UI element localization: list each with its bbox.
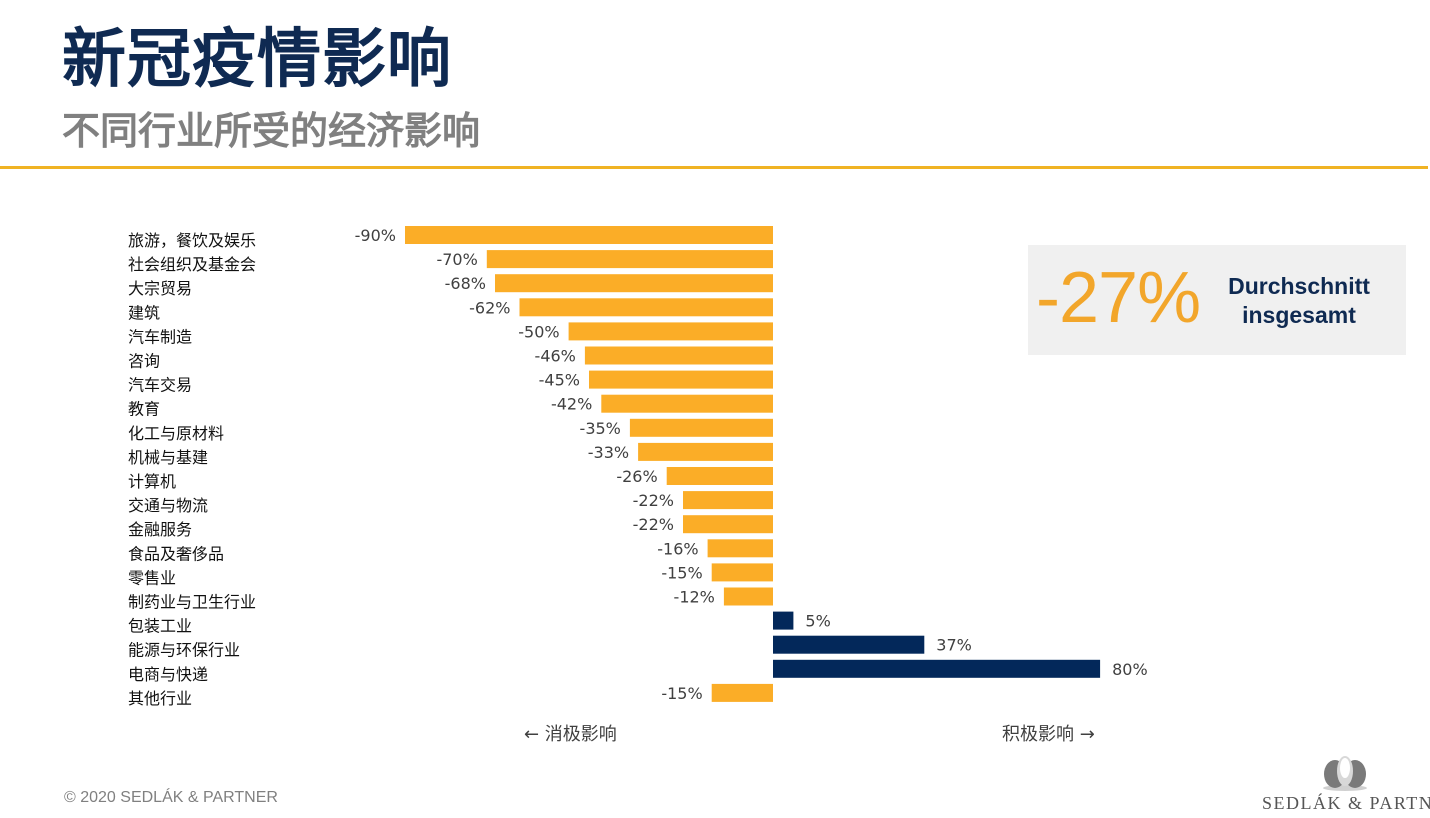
page-title: 新冠疫情影响 (62, 23, 452, 97)
bar-value-label-17: 37% (936, 636, 972, 655)
bar-1 (486, 250, 773, 269)
bar-value-label-10: -26% (616, 467, 657, 486)
company-logo-wordmark: SEDLÁK & PARTNER (1262, 793, 1430, 813)
bar-8 (629, 418, 773, 437)
average-impact-value: -27% (1036, 258, 1201, 338)
bar-5 (584, 346, 773, 365)
bar-value-label-7: -42% (551, 395, 592, 414)
bar-9 (638, 442, 773, 461)
bar-value-label-18: 80% (1112, 660, 1148, 679)
bar-4 (568, 322, 773, 341)
title-underline-rule (0, 166, 1428, 169)
bar-11 (683, 491, 773, 510)
category-label-14: 零售业 (128, 568, 176, 587)
bar-15 (723, 587, 773, 606)
category-label-2: 大宗贸易 (128, 279, 192, 298)
bar-2 (495, 274, 773, 293)
bar-value-label-12: -22% (633, 515, 674, 534)
bar-value-label-19: -15% (661, 684, 702, 703)
category-label-8: 化工与原材料 (128, 424, 224, 443)
bar-19 (711, 683, 773, 702)
positive-impact-direction-label: 积极影响 → (1002, 724, 1095, 745)
category-label-18: 电商与快递 (128, 665, 208, 684)
bar-17 (773, 635, 925, 654)
bar-6 (589, 370, 773, 389)
category-label-7: 教育 (128, 400, 160, 419)
bar-value-label-9: -33% (588, 443, 629, 462)
category-label-10: 计算机 (128, 472, 176, 491)
category-label-3: 建筑 (128, 303, 160, 322)
category-label-17: 能源与环保行业 (128, 641, 240, 660)
category-label-9: 机械与基建 (128, 448, 208, 467)
bar-value-label-5: -46% (535, 347, 576, 366)
bar-value-label-13: -16% (657, 539, 698, 558)
copyright-notice: © 2020 SEDLÁK & PARTNER (64, 789, 278, 806)
category-label-13: 食品及奢侈品 (128, 544, 224, 563)
category-label-1: 社会组织及基金会 (128, 255, 256, 274)
category-label-5: 咨询 (128, 352, 160, 371)
bar-value-label-8: -35% (580, 419, 621, 438)
bar-value-label-3: -62% (469, 298, 510, 317)
category-label-19: 其他行业 (128, 689, 192, 708)
category-label-15: 制药业与卫生行业 (128, 593, 256, 612)
bar-12 (683, 515, 773, 534)
category-label-4: 汽车制造 (128, 327, 192, 346)
bar-7 (601, 394, 773, 413)
bar-value-label-6: -45% (539, 371, 580, 390)
bar-10 (666, 467, 773, 485)
bar-3 (519, 298, 773, 317)
bar-value-label-15: -12% (674, 588, 715, 607)
bar-18 (773, 659, 1101, 678)
bar-13 (707, 539, 773, 558)
company-logo-icon (1323, 756, 1367, 791)
category-label-0: 旅游，餐饮及娱乐 (128, 231, 256, 250)
bar-value-label-14: -15% (661, 563, 702, 582)
bar-value-label-11: -22% (633, 491, 674, 510)
bar-value-label-16: 5% (805, 612, 830, 631)
bar-value-label-1: -70% (436, 250, 477, 269)
negative-impact-direction-label: ← 消极影响 (524, 724, 617, 745)
bar-16 (773, 611, 794, 630)
bar-value-label-2: -68% (445, 274, 486, 293)
bar-14 (711, 563, 773, 582)
category-label-6: 汽车交易 (128, 376, 192, 395)
bar-value-label-4: -50% (518, 322, 559, 341)
average-impact-caption: Durchschnitt insgesamt (1228, 273, 1370, 328)
page-subtitle: 不同行业所受的经济影响 (62, 109, 481, 153)
category-label-16: 包装工业 (128, 617, 192, 636)
bar-value-label-0: -90% (355, 226, 396, 245)
category-label-11: 交通与物流 (128, 496, 208, 515)
bar-0 (405, 226, 773, 244)
average-impact-box: -27% Durchschnitt insgesamt (1028, 245, 1406, 355)
category-label-12: 金融服务 (128, 520, 192, 539)
